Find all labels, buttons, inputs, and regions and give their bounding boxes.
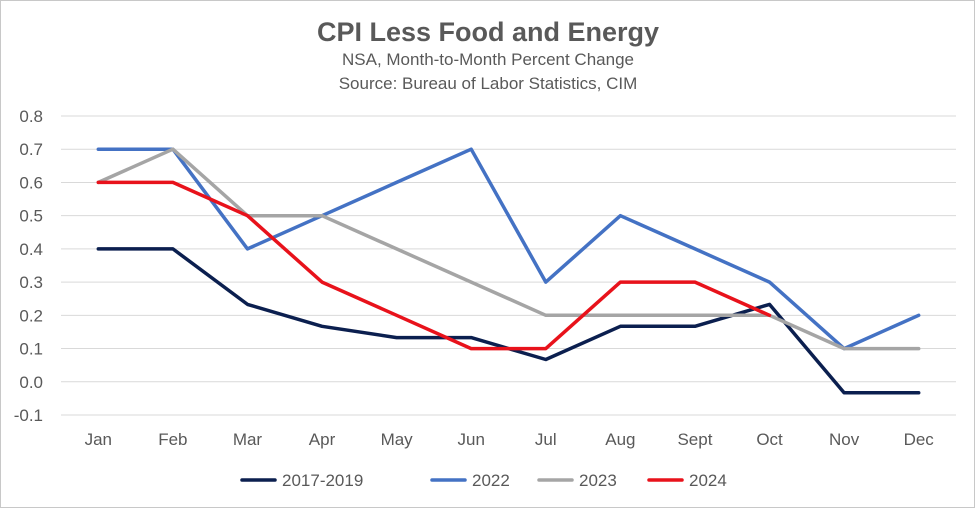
y-tick-label: 0.2 (19, 306, 43, 325)
y-tick-label: 0.1 (19, 340, 43, 359)
x-tick-label: Aug (605, 430, 635, 449)
y-tick-label: 0.8 (19, 107, 43, 126)
y-tick-label: 0.0 (19, 373, 43, 392)
legend-label-2024: 2024 (689, 471, 727, 490)
x-tick-label: Jun (457, 430, 484, 449)
y-tick-label: -0.1 (14, 406, 43, 425)
x-tick-label: Dec (904, 430, 935, 449)
legend-label-2023: 2023 (579, 471, 617, 490)
series-line-2017-2019 (96, 247, 921, 395)
y-tick-label: 0.7 (19, 140, 43, 159)
chart-subtitle-line-2: Source: Bureau of Labor Statistics, CIM (339, 74, 638, 93)
y-tick-label: 0.5 (19, 207, 43, 226)
legend-label-2017-2019: 2017-2019 (282, 471, 363, 490)
series-lines (96, 147, 921, 395)
x-axis-ticks: Jan Feb Mar Apr May Jun Jul Aug Sept Oct Nov Dec (85, 430, 935, 449)
chart-subtitle-line-1: NSA, Month-to-Month Percent Change (342, 50, 634, 69)
legend-label-2022: 2022 (472, 471, 510, 490)
y-tick-label: 0.3 (19, 273, 43, 292)
series-line-2024 (96, 180, 772, 351)
x-tick-label: Feb (158, 430, 187, 449)
y-tick-label: 0.4 (19, 240, 43, 259)
y-axis-ticks: 0.8 0.7 0.6 0.5 0.4 0.3 0.2 0.1 0.0 -0.1 (14, 107, 43, 425)
x-tick-label: May (381, 430, 414, 449)
x-tick-label: Jul (535, 430, 557, 449)
x-tick-label: Nov (829, 430, 860, 449)
x-tick-label: Apr (309, 430, 336, 449)
series-line-2023 (96, 147, 921, 351)
y-tick-label: 0.6 (19, 173, 43, 192)
legend: 2017-2019 2022 2023 2024 (240, 471, 727, 490)
x-tick-label: Sept (677, 430, 712, 449)
x-tick-label: Oct (756, 430, 783, 449)
chart-title: CPI Less Food and Energy (317, 17, 659, 47)
x-tick-label: Mar (233, 430, 263, 449)
series-line-2022 (96, 147, 921, 351)
x-tick-label: Jan (85, 430, 112, 449)
